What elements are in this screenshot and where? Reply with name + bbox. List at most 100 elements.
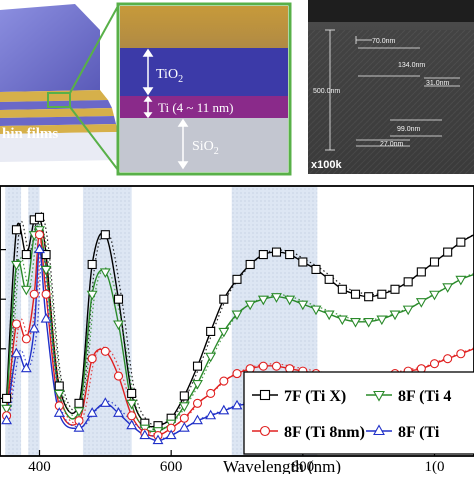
point-triangle-up bbox=[11, 347, 22, 358]
point-triangle-down bbox=[429, 290, 440, 301]
point-triangle-up bbox=[218, 404, 230, 415]
point-circle bbox=[259, 425, 271, 437]
point-circle bbox=[258, 361, 268, 371]
series-sim-line bbox=[8, 211, 474, 426]
point-triangle-up bbox=[113, 407, 124, 417]
stack-tio2-layer bbox=[0, 116, 116, 126]
point-triangle-down bbox=[73, 407, 85, 417]
zoom-panel: TiO2 Ti (4 ~ 11 nm) SiO2 bbox=[116, 2, 292, 176]
point-circle bbox=[456, 349, 466, 359]
point-triangle-down bbox=[244, 300, 256, 311]
point-triangle-up bbox=[192, 414, 203, 425]
point-triangle-down bbox=[271, 293, 282, 303]
point-triangle-down bbox=[86, 290, 98, 301]
point-triangle-down bbox=[310, 305, 322, 316]
point-triangle-up bbox=[34, 243, 45, 254]
point-triangle-down bbox=[402, 305, 414, 316]
point-triangle-up bbox=[86, 407, 98, 417]
zoom-connector bbox=[69, 5, 119, 94]
point-triangle-down bbox=[323, 310, 335, 321]
point-triangle-down bbox=[455, 275, 467, 286]
point-square bbox=[416, 267, 426, 277]
point-triangle-down bbox=[40, 265, 52, 276]
point-circle bbox=[443, 354, 453, 364]
zoom-tio2-label: TiO2 bbox=[156, 67, 183, 85]
point-triangle-up bbox=[205, 409, 217, 420]
sem-measure: 99.0nm bbox=[397, 126, 421, 133]
legend-label: 7F (Ti X) bbox=[284, 388, 346, 405]
point-square bbox=[11, 225, 22, 235]
legend-label: 8F (Ti 4 bbox=[398, 388, 451, 405]
shaded-band bbox=[28, 186, 40, 456]
point-triangle-down bbox=[373, 390, 385, 402]
point-triangle-down bbox=[442, 283, 454, 293]
point-circle bbox=[192, 398, 203, 408]
point-triangle-down bbox=[126, 399, 138, 410]
legend-label: 8F (Ti 8nm) bbox=[284, 424, 365, 441]
point-square bbox=[364, 292, 374, 302]
stack-tio2-layer bbox=[0, 100, 112, 110]
point-triangle-up bbox=[1, 414, 13, 425]
point-square bbox=[100, 230, 110, 240]
x-tick-label: 1(0 bbox=[425, 459, 445, 474]
sem-measure: 500.0nm bbox=[313, 88, 340, 95]
point-square bbox=[127, 388, 137, 398]
x-axis: 400 600 800 1(0 bbox=[28, 450, 445, 475]
zoom-ti-label: Ti (4 ~ 11 nm) bbox=[158, 100, 233, 115]
stack-tio2-top bbox=[0, 4, 100, 92]
zoom-connector bbox=[69, 106, 119, 171]
point-circle bbox=[100, 346, 110, 356]
sem-panel: 70.0nm 134.0nm 500.0nm 31.0nm 99.0nm 27.… bbox=[308, 0, 474, 174]
point-square bbox=[443, 247, 453, 257]
point-square bbox=[245, 259, 255, 270]
point-square bbox=[285, 250, 295, 260]
stack-ti-layer bbox=[0, 90, 108, 102]
point-triangle-down bbox=[336, 315, 348, 326]
point-triangle-down bbox=[1, 404, 13, 415]
x-axis-label: Wavelength (nm) bbox=[223, 457, 341, 474]
reflectance-chart: 400 600 800 1(0 Wavelength (nm) 7F (Ti X) 8F… bbox=[0, 185, 474, 476]
x-tick-label: 800 bbox=[292, 459, 315, 474]
point-triangle-down bbox=[376, 315, 388, 326]
point-triangle-down bbox=[415, 298, 427, 308]
point-triangle-down bbox=[257, 295, 269, 306]
sem-magnification: x100k bbox=[311, 159, 342, 171]
point-square bbox=[206, 326, 216, 336]
zoom-ti-top bbox=[120, 6, 288, 48]
point-triangle-down bbox=[363, 317, 375, 328]
sem-measure: 31.0nm bbox=[426, 80, 450, 87]
point-triangle-down bbox=[99, 268, 111, 279]
point-circle bbox=[206, 388, 216, 398]
point-circle bbox=[29, 289, 39, 299]
point-triangle-down bbox=[297, 300, 309, 311]
point-triangle-up bbox=[373, 424, 385, 436]
point-triangle-down bbox=[178, 402, 190, 412]
point-square bbox=[350, 289, 361, 299]
point-triangle-down bbox=[113, 320, 124, 331]
point-square bbox=[87, 259, 97, 270]
sem-measure: 134.0nm bbox=[398, 62, 425, 69]
point-square bbox=[324, 274, 334, 284]
point-circle bbox=[232, 369, 242, 379]
point-triangle-down bbox=[192, 379, 203, 390]
point-triangle-down bbox=[53, 389, 65, 400]
point-triangle-up bbox=[20, 362, 32, 373]
point-triangle-up bbox=[152, 434, 164, 445]
point-triangle-down bbox=[350, 317, 361, 328]
x-tick-label: 600 bbox=[160, 459, 183, 474]
point-square bbox=[377, 289, 387, 299]
point-square bbox=[258, 250, 268, 260]
sem-measure: 70.0nm bbox=[372, 38, 396, 45]
point-square bbox=[259, 389, 271, 401]
point-triangle-down bbox=[218, 327, 230, 338]
stack-sio2-substrate bbox=[0, 132, 120, 162]
point-square bbox=[2, 393, 12, 403]
point-circle bbox=[219, 376, 229, 386]
point-triangle-up bbox=[139, 429, 151, 440]
point-square bbox=[113, 294, 124, 304]
point-square bbox=[429, 257, 440, 267]
point-square bbox=[34, 212, 45, 222]
point-square bbox=[219, 294, 229, 304]
sem-measure: 27.0nm bbox=[380, 141, 404, 148]
